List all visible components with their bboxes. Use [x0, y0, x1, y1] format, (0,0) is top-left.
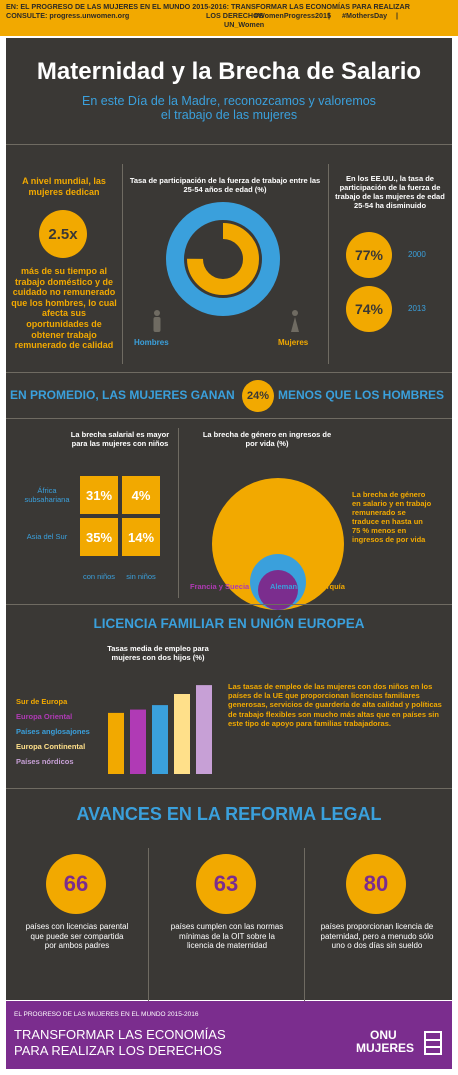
footer-title: TRANSFORMAR LAS ECONOMÍAS PARA REALIZAR … [14, 1027, 226, 1059]
bar-3 [174, 694, 190, 774]
divider [328, 164, 329, 364]
wage-gap-headline-pre: EN PROMEDIO, LAS MUJERES GANAN [10, 388, 235, 402]
lifetime-gap-title: La brecha de género en ingresos de por v… [202, 430, 332, 448]
legend-eastern-europe: Europa Oriental [16, 712, 73, 721]
legal-reform-headline: AVANCES EN LA REFORMA LEGAL [76, 804, 382, 824]
bar-4 [196, 685, 212, 774]
women-label: Mujeres [278, 338, 309, 347]
eu-chart-title: Tasas media de empleo para mujeres con d… [107, 644, 209, 662]
top-banner: EN: EL PROGRESO DE LAS MUJERES EN EL MUN… [0, 0, 458, 36]
men-label: Hombres [134, 338, 169, 347]
eu-text: Las tasas de empleo de las mujeres con d… [228, 682, 442, 728]
legend-france-sweden: Francia y Suecia [190, 582, 250, 591]
lifetime-gap-circles [212, 478, 344, 610]
wage-gap-badge: 24% [242, 380, 274, 412]
eu-chart-legend: Sur de Europa Europa Oriental Países ang… [16, 694, 106, 769]
us-2013-value: 74% [346, 286, 392, 332]
woman-figure-icon [291, 310, 299, 332]
us-title: En los EE.UU., la tasa de participación … [335, 174, 445, 210]
us-2013-year: 2013 [408, 304, 426, 313]
banner-handle[interactable]: UN_Women [224, 19, 265, 29]
multiplier-badge: 2.5x [39, 210, 87, 258]
stat-66-text: países con licencias parental que puede … [25, 922, 129, 951]
divider [6, 144, 452, 145]
footer-line-1: TRANSFORMAR LAS ECONOMÍAS [14, 1027, 226, 1042]
bar-2 [152, 705, 168, 774]
divider [304, 848, 305, 1008]
stat-66: 66 [46, 854, 106, 914]
subtitle-line-1: En este Día de la Madre, reconozcamos y … [82, 94, 376, 108]
cell-south-asia-children: 35% [80, 518, 118, 556]
women-ring [187, 223, 259, 295]
footer-small: EL PROGRESO DE LAS MUJERES EN EL MUNDO 2… [14, 1011, 199, 1018]
footer: EL PROGRESO DE LAS MUJERES EN EL MUNDO 2… [6, 1001, 452, 1069]
wage-grid-title: La brecha salarial es mayor para las muj… [70, 430, 170, 448]
bar-0 [108, 712, 124, 774]
legend-turkey: Turquía [318, 582, 345, 591]
divider [6, 788, 452, 789]
un-women-emblem-icon [424, 1031, 442, 1055]
turkey-circle [212, 478, 344, 610]
banner-consult-link[interactable]: CONSULTE: progress.unwomen.org [6, 10, 130, 20]
us-2000-value: 77% [346, 232, 392, 278]
legend-anglo-countries: Países anglosajones [16, 727, 90, 736]
bar-1 [130, 709, 146, 774]
banner-line-1: EN: EL PROGRESO DE LAS MUJERES EN EL MUN… [6, 2, 410, 11]
logo-line-2: MUJERES [356, 1041, 415, 1055]
un-women-logo: ONU MUJERES [356, 1029, 414, 1055]
divider [148, 848, 149, 1008]
global-intro: A nivel mundial, las mujeres dedican [22, 176, 106, 197]
eu-employment-chart [108, 685, 212, 774]
man-figure-icon [153, 310, 161, 332]
cell-south-asia-no-children: 14% [122, 518, 160, 556]
stat-80-text: países proporcionan licencia de paternid… [320, 922, 434, 951]
stat-63-text: países cumplen con las normas mínimas de… [170, 922, 284, 951]
participation-donut [166, 202, 280, 316]
divider [178, 428, 179, 598]
divider [6, 372, 452, 373]
banner-hashtag-1[interactable]: #WomenProgress2015 [254, 10, 331, 20]
us-2000-year: 2000 [408, 250, 426, 259]
divider [122, 164, 123, 364]
banner-line-2: CONSULTE: progress.unwomen.org LOS DEREC… [6, 10, 399, 20]
legend-continental-europe: Europa Continental [16, 742, 86, 751]
col-label-no-children: sin niños [126, 572, 156, 581]
participation-title: Tasa de participación de la fuerza de tr… [129, 176, 321, 194]
footer-line-2: PARA REALIZAR LOS DERECHOS [14, 1043, 222, 1058]
row-label-south-asia: Asia del Sur [26, 532, 68, 541]
lifetime-gap-text: La brecha de género en salario y en trab… [352, 490, 432, 544]
legend-southern-europe: Sur de Europa [16, 697, 68, 706]
global-text: más de su tiempo al trabajo doméstico y … [11, 266, 117, 351]
wage-gap-headline-post: MENOS QUE LOS HOMBRES [278, 388, 445, 402]
banner-hashtag-2[interactable]: #MothersDay [342, 10, 388, 20]
cell-africa-children: 31% [80, 476, 118, 514]
page-subtitle: En este Día de la Madre, reconozcamos y … [6, 94, 452, 122]
men-ring [166, 202, 280, 316]
banner-line-2b: LOS DERECHOS [206, 10, 264, 20]
france-sweden-circle [258, 570, 298, 610]
row-label-africa: África subsahariana [24, 486, 70, 504]
legend-nordic-countries: Países nórdicos [16, 757, 74, 766]
legend-germany: Alemania [270, 582, 304, 591]
subtitle-line-2: el trabajo de las mujeres [160, 108, 298, 122]
divider [6, 418, 452, 419]
cell-africa-no-children: 4% [122, 476, 160, 514]
col-label-children: con niños [82, 572, 116, 581]
eu-leave-headline: LICENCIA FAMILIAR EN UNIÓN EUROPEA [93, 616, 365, 631]
stat-63: 63 [196, 854, 256, 914]
page-title: Maternidad y la Brecha de Salario [36, 58, 422, 85]
logo-line-1: ONU [370, 1028, 397, 1042]
infographic-body: Maternidad y la Brecha de Salario En est… [6, 38, 452, 1008]
stat-80: 80 [346, 854, 406, 914]
divider [6, 604, 452, 605]
